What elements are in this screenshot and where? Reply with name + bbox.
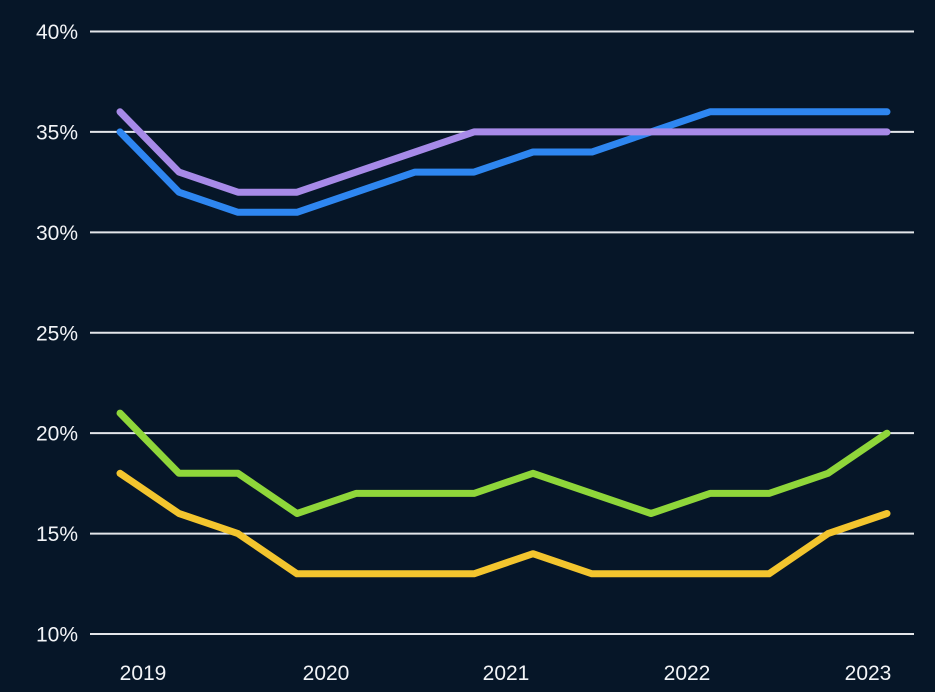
- x-axis-tick-label: 2023: [845, 662, 892, 685]
- x-axis-labels: 2019 2020 2021 2022 2023: [120, 662, 892, 685]
- series-line-green: [116, 409, 891, 517]
- series-line-blue: [116, 108, 891, 216]
- gridlines: [90, 30, 914, 635]
- series-line-purple: [116, 108, 891, 196]
- series-line-yellow: [116, 469, 891, 578]
- x-axis-tick-label: 2022: [664, 662, 711, 685]
- y-axis-tick-label: 25%: [36, 322, 78, 345]
- y-axis-tick-label: 10%: [36, 624, 78, 647]
- y-axis-tick-label: 35%: [36, 121, 78, 144]
- y-axis-tick-label: 20%: [36, 423, 78, 446]
- x-axis-tick-label: 2020: [303, 662, 350, 685]
- y-axis-tick-label: 15%: [36, 523, 78, 546]
- y-axis-tick-label: 30%: [36, 222, 78, 245]
- y-axis-labels: 40% 35% 30% 25% 20% 15% 10%: [36, 21, 78, 647]
- series-lines: [116, 108, 891, 578]
- x-axis-tick-label: 2019: [120, 662, 167, 685]
- x-axis-tick-label: 2021: [483, 662, 530, 685]
- y-axis-tick-label: 40%: [36, 21, 78, 44]
